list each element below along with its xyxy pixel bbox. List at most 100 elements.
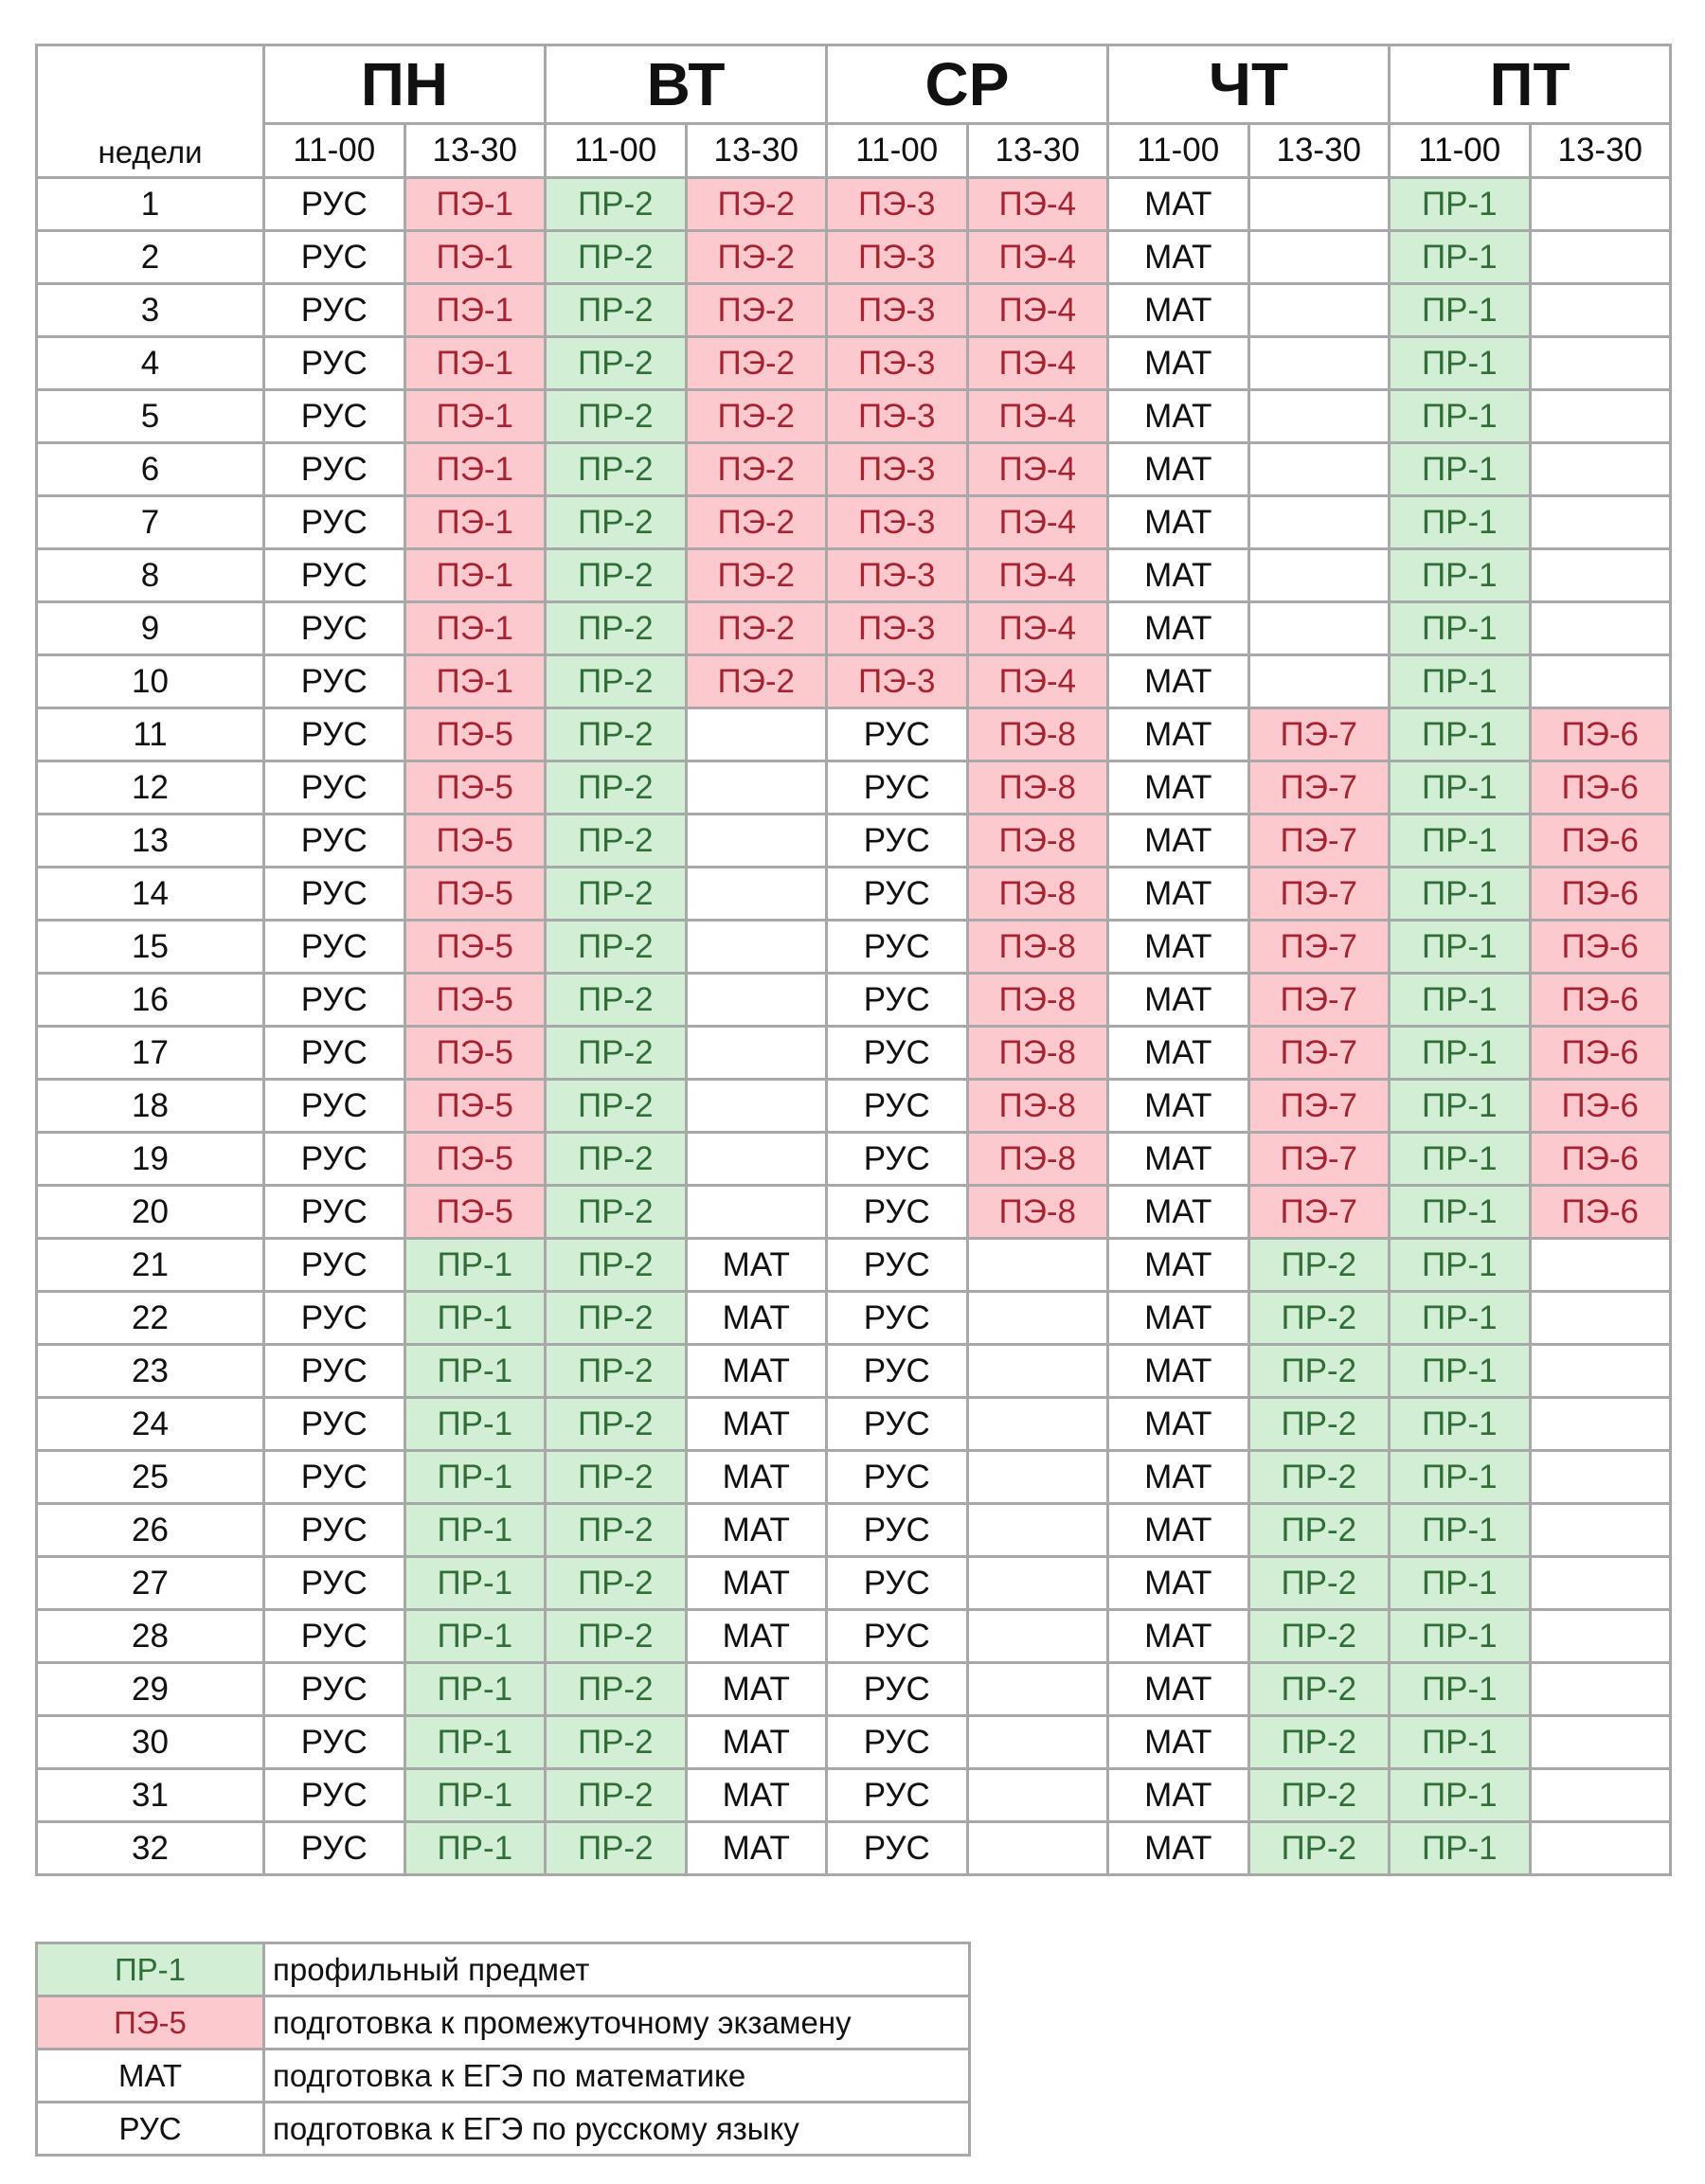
week-number: 10 [35, 653, 265, 709]
weeks-column-header: недели [35, 44, 265, 179]
schedule-cell: МАТ [1106, 653, 1250, 709]
schedule-cell: ПЭ-8 [965, 1131, 1109, 1187]
schedule-cell: ПР-1 [1388, 1025, 1532, 1081]
schedule-cell: ПЭ-5 [403, 866, 547, 922]
schedule-cell: РУС [262, 600, 406, 656]
schedule-cell: МАТ [1106, 972, 1250, 1028]
schedule-cell: ПР-2 [1247, 1449, 1391, 1505]
time-slot-header: 13-30 [965, 122, 1109, 179]
schedule-cell: ПЭ-6 [1528, 919, 1672, 975]
schedule-cell: ПЭ-4 [965, 547, 1109, 603]
schedule-cell: РУС [262, 919, 406, 975]
schedule-cell: РУС [825, 1502, 969, 1558]
week-number: 30 [35, 1714, 265, 1770]
schedule-cell: МАТ [684, 1608, 828, 1664]
schedule-cell: ПР-1 [403, 1555, 547, 1611]
schedule-cell: МАТ [684, 1290, 828, 1346]
schedule-cell: ПЭ-7 [1247, 813, 1391, 868]
schedule-cell [965, 1502, 1109, 1558]
schedule-cell: ПЭ-6 [1528, 707, 1672, 762]
schedule-cell: ПЭ-7 [1247, 1025, 1391, 1081]
schedule-cell: МАТ [684, 1343, 828, 1399]
week-number: 28 [35, 1608, 265, 1664]
schedule-cell: ПЭ-1 [403, 176, 547, 232]
schedule-row: 32 РУС ПР-1 ПР-2 МАТ РУС МАТ ПР-2 ПР-1 [35, 1820, 1672, 1876]
schedule-cell: ПР-1 [1388, 1184, 1532, 1240]
schedule-cell [1528, 1343, 1672, 1399]
schedule-cell: РУС [262, 1820, 406, 1876]
schedule-cell: ПР-2 [544, 1820, 688, 1876]
schedule-cell: ПР-2 [1247, 1714, 1391, 1770]
legend-row: МАТ подготовка к ЕГЭ по математике [35, 2048, 971, 2103]
schedule-cell: ПЭ-7 [1247, 1184, 1391, 1240]
schedule-cell: ПР-1 [1388, 1661, 1532, 1717]
day-header-row: недели ПН ВТ СР ЧТ ПТ [35, 44, 1672, 179]
schedule-cell: ПР-2 [544, 1290, 688, 1346]
schedule-cell: РУС [262, 388, 406, 444]
schedule-cell: ПЭ-5 [403, 1131, 547, 1187]
schedule-cell: ПЭ-5 [403, 813, 547, 868]
schedule-cell: МАТ [1106, 335, 1250, 391]
schedule-cell: РУС [262, 1661, 406, 1717]
schedule-cell [684, 707, 828, 762]
schedule-cell: ПР-1 [1388, 176, 1532, 232]
schedule-cell: ПЭ-4 [965, 494, 1109, 550]
schedule-cell: ПР-2 [544, 919, 688, 975]
schedule-cell: ПЭ-5 [403, 707, 547, 762]
schedule-cell [1528, 1767, 1672, 1823]
week-number: 1 [35, 176, 265, 232]
schedule-cell: ПР-2 [544, 1131, 688, 1187]
schedule-cell [965, 1608, 1109, 1664]
schedule-cell: ПЭ-4 [965, 441, 1109, 497]
schedule-cell: РУС [825, 1449, 969, 1505]
time-slot-header: 13-30 [403, 122, 547, 179]
day-header-tue: ВТ [544, 44, 828, 125]
schedule-cell: ПЭ-2 [684, 494, 828, 550]
schedule-cell: РУС [262, 1714, 406, 1770]
schedule-row: 14 РУС ПЭ-5 ПР-2 РУС ПЭ-8 МАТ ПЭ-7 ПР-1 ПЭ-6 [35, 866, 1672, 922]
schedule-cell: РУС [825, 1078, 969, 1134]
schedule-cell: МАТ [1106, 1078, 1250, 1134]
legend-body: ПР-1 профильный предмет ПЭ-5 подготовка к п… [35, 1942, 971, 2157]
schedule-cell [965, 1396, 1109, 1452]
week-number: 13 [35, 813, 265, 868]
schedule-cell: РУС [262, 1396, 406, 1452]
schedule-cell: ПЭ-2 [684, 335, 828, 391]
schedule-cell: ПР-1 [1388, 335, 1532, 391]
schedule-cell: РУС [262, 335, 406, 391]
schedule-cell: РУС [825, 1396, 969, 1452]
schedule-cell: ПР-2 [1247, 1767, 1391, 1823]
schedule-cell: РУС [825, 1608, 969, 1664]
legend-description: подготовка к промежуточному экзамену [262, 1995, 971, 2050]
schedule-cell: РУС [825, 866, 969, 922]
schedule-cell: МАТ [1106, 494, 1250, 550]
schedule-cell: ПР-2 [544, 707, 688, 762]
schedule-cell: ПЭ-1 [403, 229, 547, 285]
schedule-cell: ПР-1 [1388, 441, 1532, 497]
schedule-row: 29 РУС ПР-1 ПР-2 МАТ РУС МАТ ПР-2 ПР-1 [35, 1661, 1672, 1717]
schedule-cell: ПР-2 [544, 441, 688, 497]
schedule-cell: ПЭ-3 [825, 282, 969, 338]
schedule-cell [1247, 600, 1391, 656]
schedule-cell: ПЭ-8 [965, 1025, 1109, 1081]
schedule-cell: ПЭ-1 [403, 282, 547, 338]
schedule-cell: ПР-1 [1388, 972, 1532, 1028]
schedule-cell: ПЭ-4 [965, 600, 1109, 656]
schedule-cell: РУС [825, 813, 969, 868]
schedule-cell: ПЭ-1 [403, 388, 547, 444]
schedule-cell: ПР-1 [1388, 1767, 1532, 1823]
schedule-row: 2 РУС ПЭ-1 ПР-2 ПЭ-2 ПЭ-3 ПЭ-4 МАТ ПР-1 [35, 229, 1672, 285]
schedule-cell: ПР-2 [544, 653, 688, 709]
schedule-row: 12 РУС ПЭ-5 ПР-2 РУС ПЭ-8 МАТ ПЭ-7 ПР-1 ПЭ-6 [35, 760, 1672, 815]
schedule-cell: РУС [262, 1131, 406, 1187]
schedule-cell: РУС [262, 972, 406, 1028]
schedule-cell: РУС [825, 1237, 969, 1293]
schedule-row: 18 РУС ПЭ-5 ПР-2 РУС ПЭ-8 МАТ ПЭ-7 ПР-1 ПЭ-6 [35, 1078, 1672, 1134]
week-number: 18 [35, 1078, 265, 1134]
time-slot-header: 11-00 [1388, 122, 1532, 179]
schedule-row: 11 РУС ПЭ-5 ПР-2 РУС ПЭ-8 МАТ ПЭ-7 ПР-1 ПЭ-6 [35, 707, 1672, 762]
schedule-cell [1247, 653, 1391, 709]
schedule-cell: РУС [262, 176, 406, 232]
schedule-cell: МАТ [1106, 760, 1250, 815]
schedule-cell [965, 1555, 1109, 1611]
